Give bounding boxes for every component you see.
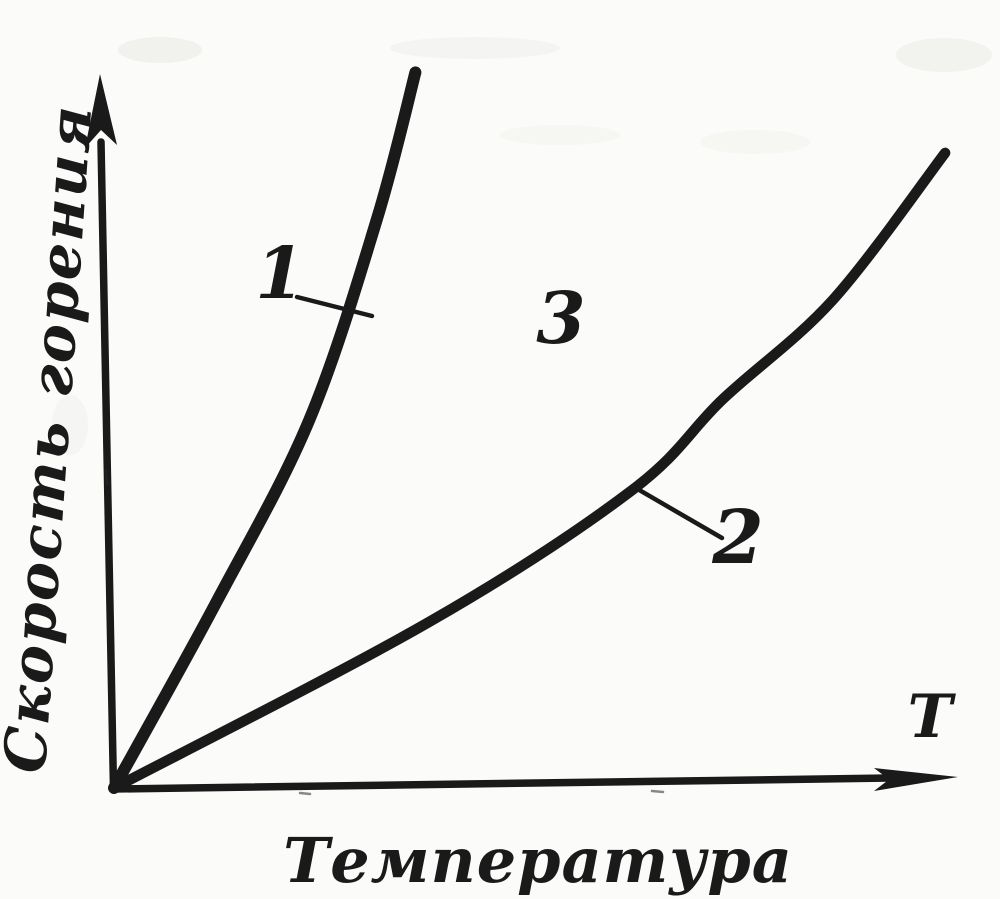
scan-artifact (104, 468, 109, 486)
curve-2-leader-line (631, 484, 725, 541)
y-axis (97, 138, 118, 793)
scan-artifact (298, 791, 312, 796)
curve-2 (108, 147, 951, 794)
scan-smudge (390, 37, 560, 59)
curve-1-leader-line (294, 294, 375, 319)
scan-artifact (650, 789, 665, 794)
region-3-label: 3 (536, 276, 585, 360)
y-axis-arrowhead (85, 74, 117, 148)
scan-smudge (118, 37, 202, 63)
scan-smudges (52, 37, 992, 455)
curve-1 (108, 66, 422, 794)
y-axis-title: Скорость горения (0, 102, 105, 775)
x-axis-arrowhead (874, 768, 958, 791)
x-axis-symbol: Т (908, 682, 957, 752)
curve-1-label: 1 (255, 231, 304, 315)
curve-2-label: 2 (711, 495, 764, 581)
scan-smudge (896, 38, 992, 72)
scan-smudge (52, 395, 88, 455)
scan-smudge (700, 130, 810, 154)
x-axis (110, 774, 896, 793)
scan-smudge (500, 125, 620, 145)
x-axis-title: Температура (283, 824, 793, 897)
